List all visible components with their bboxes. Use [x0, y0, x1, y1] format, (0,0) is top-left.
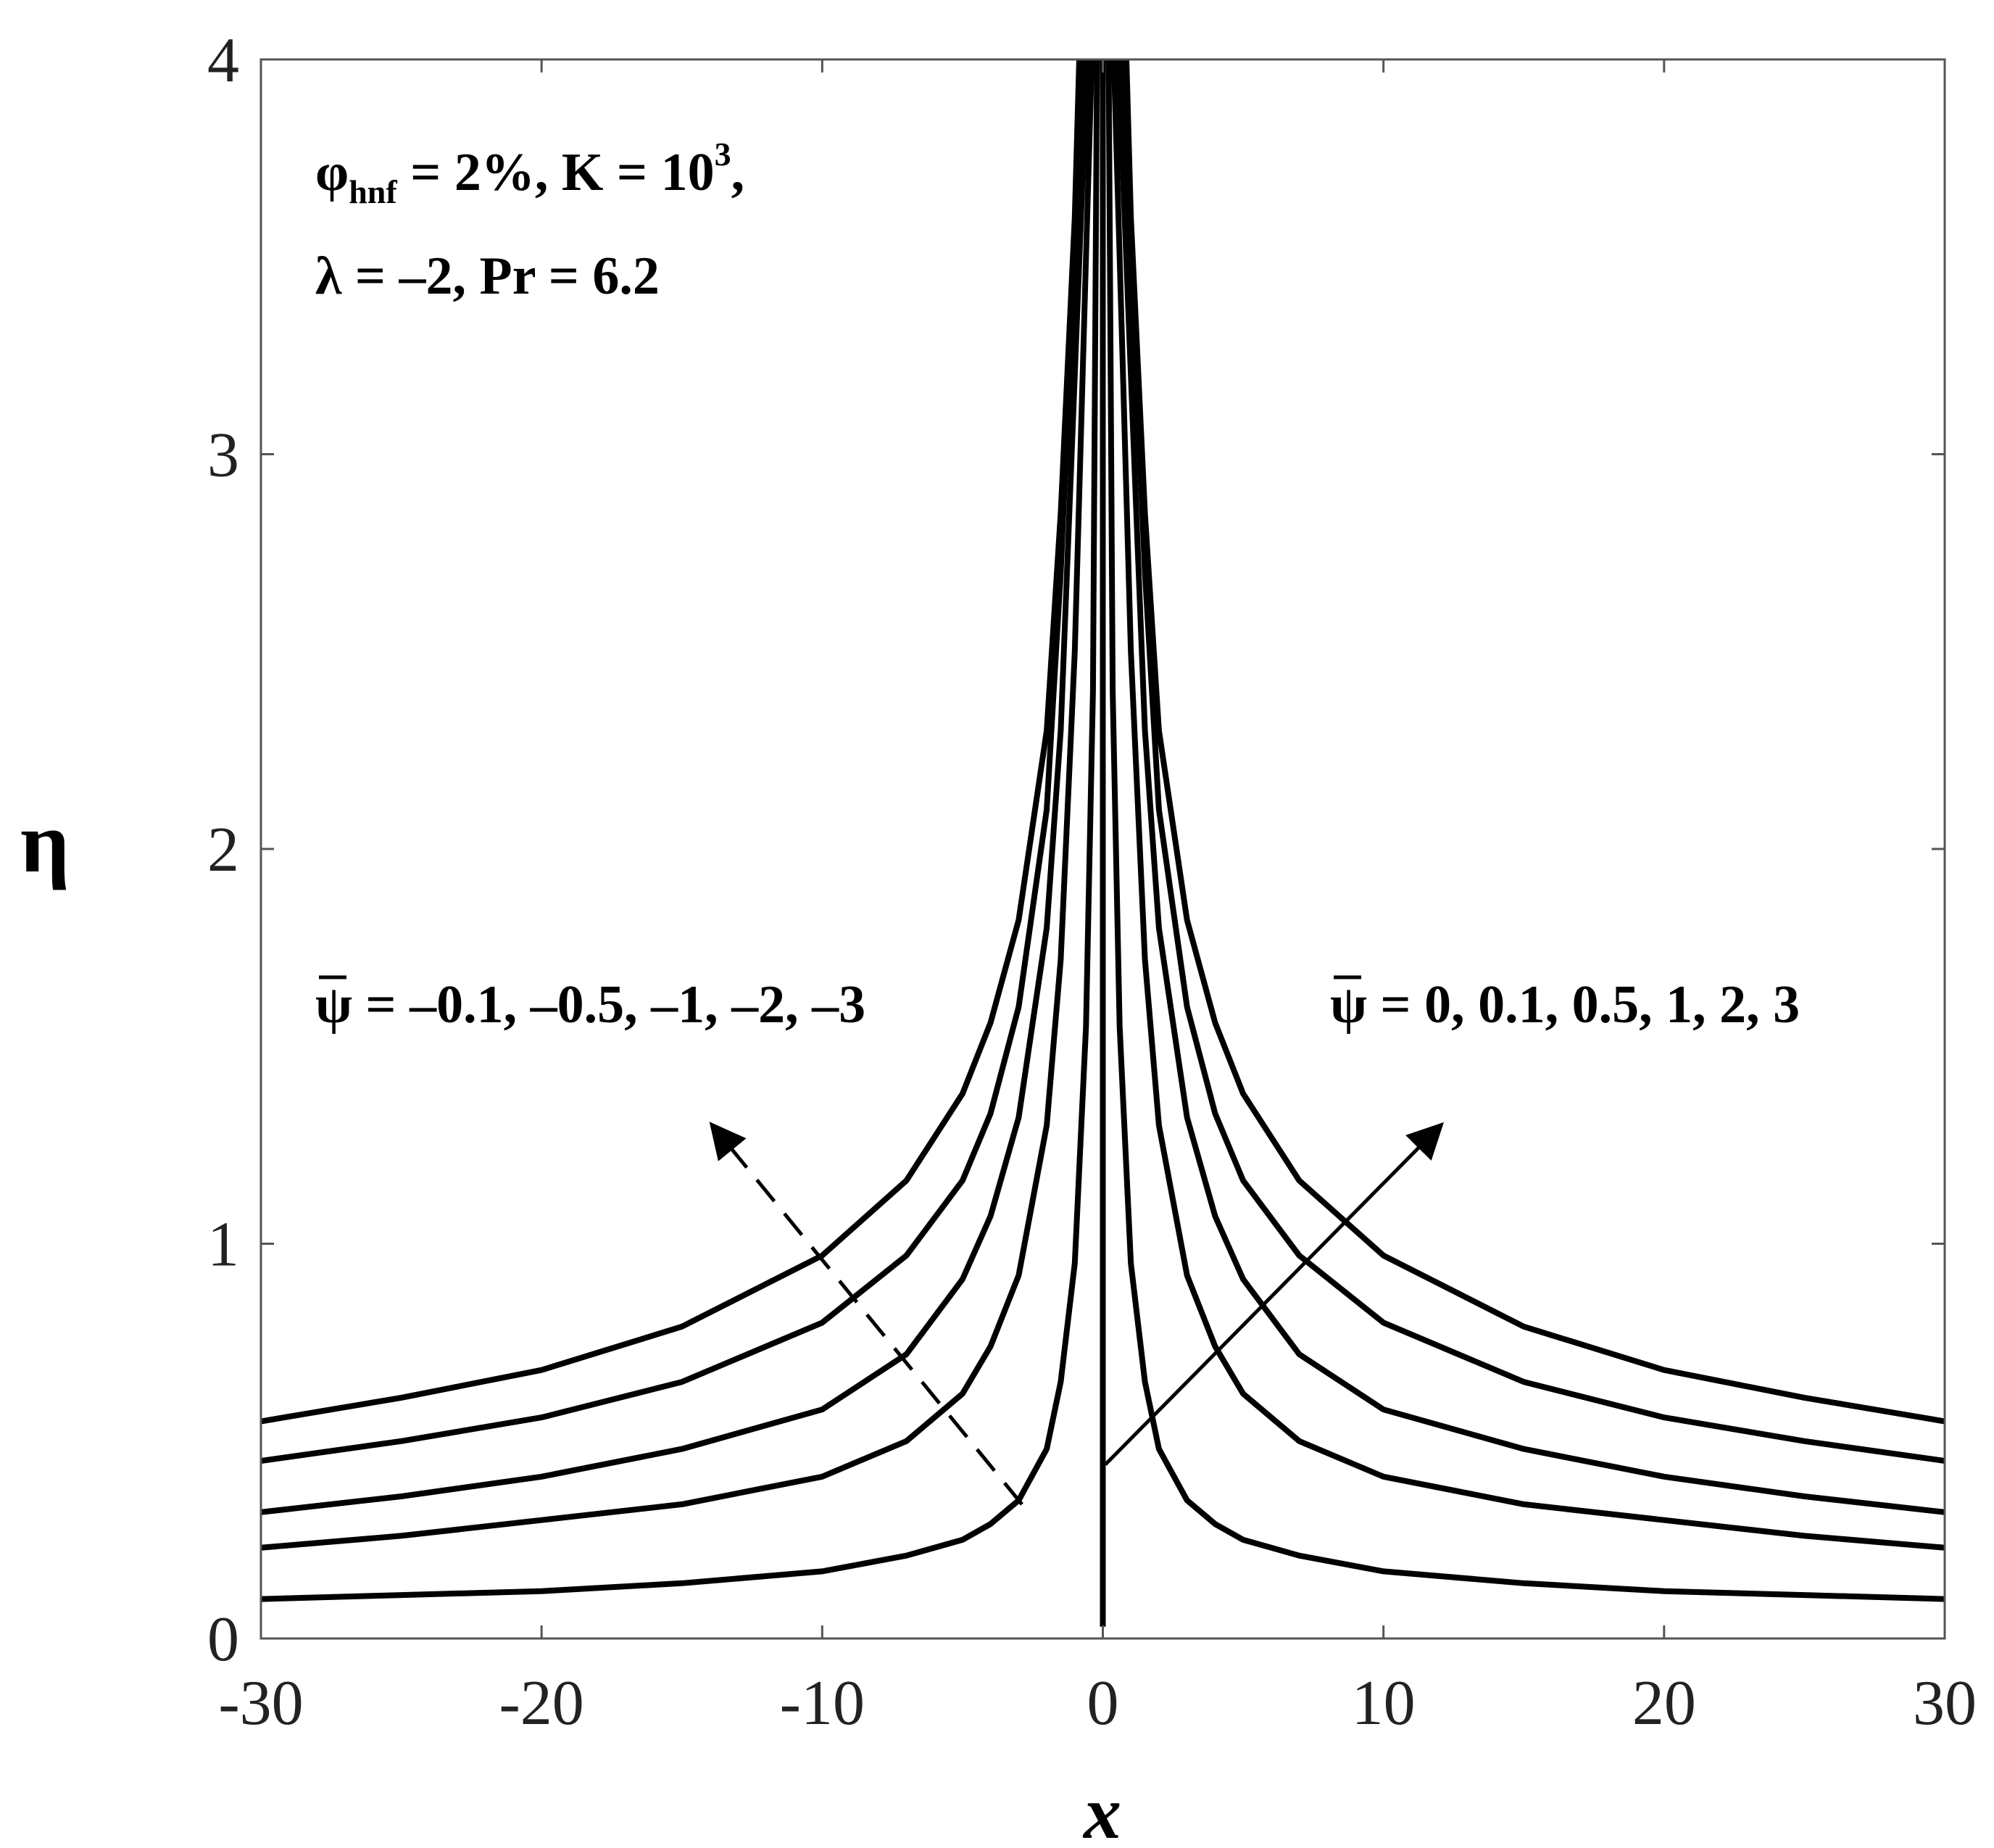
x-tick-label: 10 [1352, 1668, 1416, 1739]
left-psi-symbol: ψ [315, 975, 352, 1035]
param-annotation-line2: λ = –2, Pr = 6.2 [315, 246, 660, 306]
curves-group [261, 59, 1945, 1627]
right-psi-symbol: ψ [1330, 975, 1367, 1035]
x-tick-label: -10 [780, 1668, 865, 1739]
svg-text:ψ = –0.1, –0.5, –1, –2, –3: ψ = –0.1, –0.5, –1, –2, –3 [315, 975, 865, 1035]
left-psi-values: = –0.1, –0.5, –1, –2, –3 [352, 975, 865, 1035]
param-annotation-line1: φhnf = 2%, K = 103, [315, 136, 744, 210]
series-line-1 [261, 59, 1945, 1425]
x-tick-label: 0 [1087, 1668, 1119, 1739]
svg-text:ψ = 0, 0.1, 0.5, 1, 2, 3: ψ = 0, 0.1, 0.5, 1, 2, 3 [1330, 975, 1800, 1035]
x-tick-label: -30 [218, 1668, 303, 1739]
x-axis-label: x [1082, 1771, 1121, 1848]
x-tick-label: -20 [499, 1668, 584, 1739]
right-arrow [1104, 1122, 1445, 1466]
x-tick-label: 20 [1632, 1668, 1696, 1739]
x-tick-label: 30 [1913, 1668, 1977, 1739]
y-tick-label: 1 [207, 1210, 239, 1280]
series-line-4 [261, 59, 1945, 1551]
right-psi-annotation: ψ = 0, 0.1, 0.5, 1, 2, 3 [1330, 975, 1800, 1035]
y-tick-label: 3 [207, 420, 239, 491]
left-psi-annotation: ψ = –0.1, –0.5, –1, –2, –3 [315, 975, 865, 1035]
series-line-5 [261, 59, 1945, 1602]
ticks-group: -30 -20 -10 0 10 20 30 0 1 2 3 4 [207, 25, 1977, 1739]
series-line-3 [261, 59, 1945, 1515]
y-tick-label: 2 [207, 815, 239, 885]
y-axis-label: η [20, 794, 70, 890]
left-arrow [709, 1122, 1023, 1506]
series-line-2 [261, 59, 1945, 1464]
y-tick-label: 0 [207, 1604, 239, 1675]
y-tick-label: 4 [207, 25, 239, 96]
right-psi-values: = 0, 0.1, 0.5, 1, 2, 3 [1367, 975, 1800, 1035]
